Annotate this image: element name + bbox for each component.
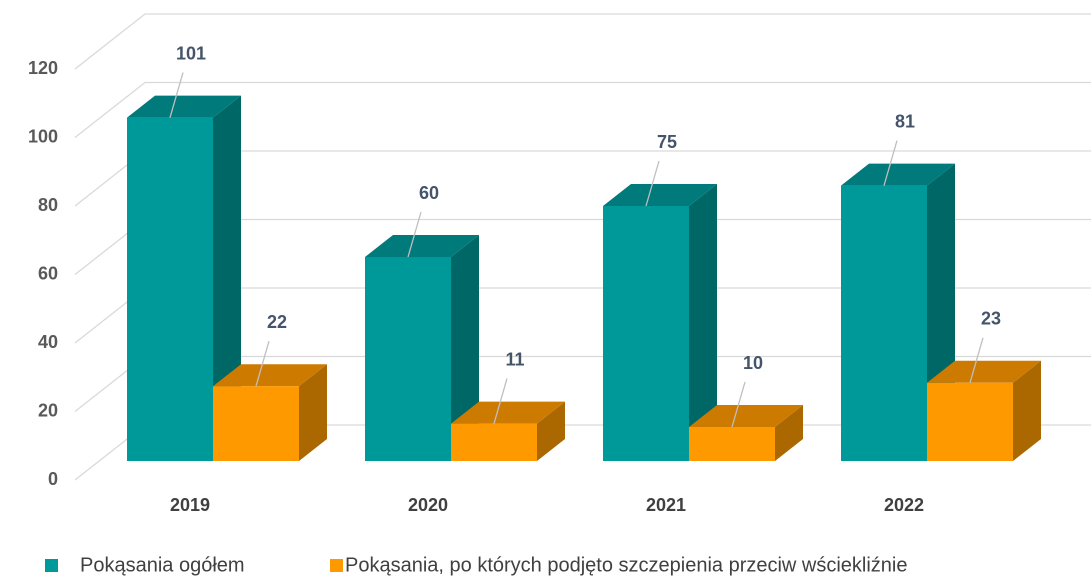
value-label: 60	[419, 183, 439, 203]
bar-top	[603, 184, 717, 206]
bar	[451, 423, 537, 461]
leader-line	[169, 72, 184, 118]
leader-line	[255, 341, 270, 387]
value-label: 11	[505, 349, 524, 369]
y-tick-label: 120	[28, 58, 58, 78]
bar-side	[451, 235, 479, 461]
bar-side	[537, 401, 565, 461]
bar-top	[213, 364, 327, 387]
bar	[365, 257, 451, 461]
bar-top	[365, 235, 479, 257]
y-tick-label: 40	[38, 332, 58, 352]
y-tick-label: 0	[48, 469, 58, 489]
bar	[127, 117, 213, 461]
y-tick-label: 80	[38, 195, 58, 215]
bar-side	[689, 184, 717, 461]
x-tick-label: 2022	[884, 495, 924, 515]
bar-top	[689, 405, 803, 427]
bar-top	[127, 95, 241, 118]
leader-line	[407, 211, 422, 258]
bar-side	[213, 95, 241, 461]
y-tick-label: 20	[38, 400, 58, 420]
bar	[689, 427, 775, 461]
value-label: 101	[176, 43, 206, 63]
bar-side	[1013, 360, 1041, 461]
bar-top	[927, 360, 1041, 383]
leader-line	[969, 337, 984, 383]
bar	[213, 386, 299, 461]
value-label: 75	[657, 132, 677, 152]
bar-side	[299, 364, 327, 461]
bar	[603, 206, 689, 461]
bar-top	[451, 401, 565, 424]
leader-line	[645, 160, 660, 207]
value-label: 10	[743, 353, 763, 373]
value-label: 81	[895, 111, 915, 131]
leader-line	[883, 140, 898, 186]
value-label: 23	[981, 309, 1001, 329]
x-tick-label: 2020	[408, 495, 448, 515]
grid-line	[74, 81, 1091, 139]
x-tick-label: 2019	[170, 495, 210, 515]
bar-top	[841, 163, 955, 186]
legend-label: Pokąsania ogółem	[80, 554, 245, 576]
value-label: 22	[267, 312, 287, 332]
bar	[927, 382, 1013, 461]
legend-swatch	[45, 559, 58, 572]
legend-swatch	[330, 559, 343, 572]
x-tick-label: 2021	[646, 495, 686, 515]
leader-line	[731, 381, 746, 428]
grid-line	[74, 13, 1091, 70]
bar-side	[775, 405, 803, 461]
bar	[841, 185, 927, 461]
legend-label: Pokąsania, po których podjęto szczepieni…	[345, 554, 908, 576]
y-tick-label: 100	[28, 126, 58, 146]
leader-line	[493, 378, 508, 424]
y-tick-label: 60	[38, 263, 58, 283]
